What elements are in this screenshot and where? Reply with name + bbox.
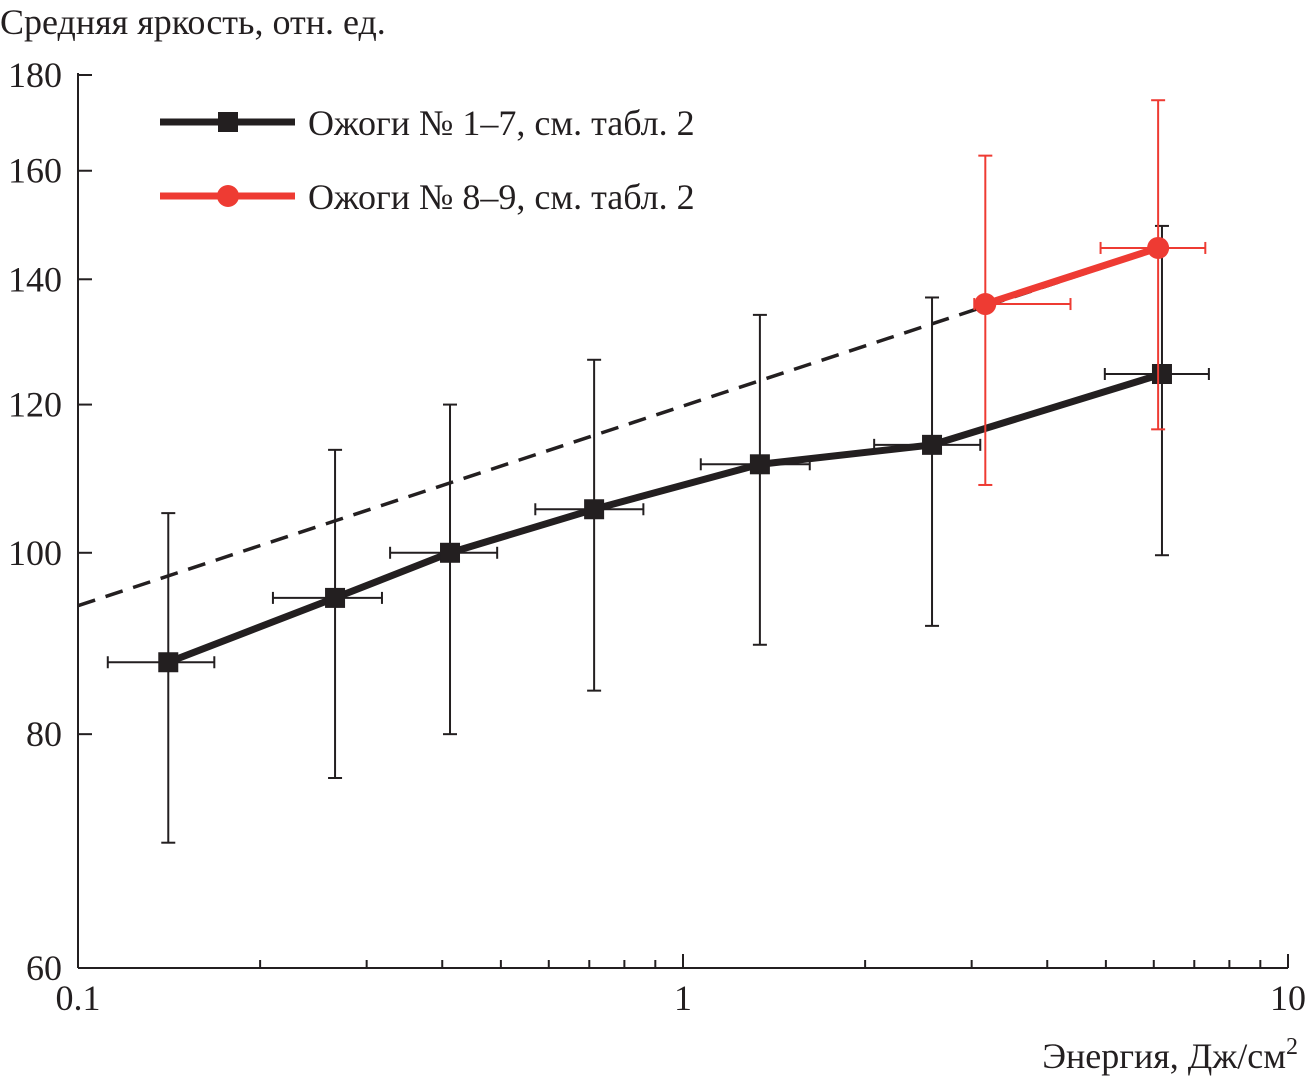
- x-tick-label: 1: [674, 978, 692, 1018]
- data-point-square: [325, 587, 346, 608]
- tick-labels: 60 80 100 120 140 160 180 0.1 1 10: [8, 55, 1306, 1018]
- x-axis-label-text: Энергия, Дж/см: [1042, 1036, 1286, 1076]
- legend-marker-circle: [217, 185, 239, 207]
- chart-title: Средняя яркость, отн. ед.: [0, 2, 386, 42]
- series-line: [167, 370, 1164, 666]
- series-2: [973, 99, 1207, 486]
- y-tick-label: 100: [8, 533, 62, 573]
- x-tick-label: 0.1: [56, 978, 101, 1018]
- data-point-square: [584, 499, 605, 520]
- fit-line-dashed: [77, 246, 1163, 608]
- data-point-square: [922, 434, 943, 455]
- legend-label-series-1: Ожоги № 1–7, см. табл. 2: [308, 103, 695, 143]
- y-tick-label: 160: [8, 151, 62, 191]
- data-point-square: [749, 454, 770, 475]
- data-point-square: [1151, 364, 1172, 385]
- fit-line-group: [77, 246, 1163, 608]
- series-group: [106, 99, 1210, 844]
- y-tick-label: 60: [26, 948, 62, 988]
- y-tick-label: 140: [8, 259, 62, 299]
- y-tick-label: 80: [26, 714, 62, 754]
- series-line: [984, 244, 1160, 308]
- y-tick-label: 120: [8, 385, 62, 425]
- data-point-square: [158, 652, 179, 673]
- series-1: [106, 224, 1210, 844]
- y-tick-label: 180: [8, 55, 62, 95]
- axes: [77, 73, 1289, 969]
- legend-marker-square: [218, 112, 238, 132]
- x-axis-label: Энергия, Дж/см2: [1042, 1034, 1298, 1076]
- x-axis-label-superscript: 2: [1286, 1034, 1298, 1060]
- data-point-circle: [1147, 236, 1170, 259]
- legend: Ожоги № 1–7, см. табл. 2 Ожоги № 8–9, см…: [160, 103, 695, 217]
- data-point-square: [440, 542, 461, 563]
- legend-label-series-2: Ожоги № 8–9, см. табл. 2: [308, 177, 695, 217]
- data-point-circle: [974, 293, 997, 316]
- x-tick-label: 10: [1270, 978, 1306, 1018]
